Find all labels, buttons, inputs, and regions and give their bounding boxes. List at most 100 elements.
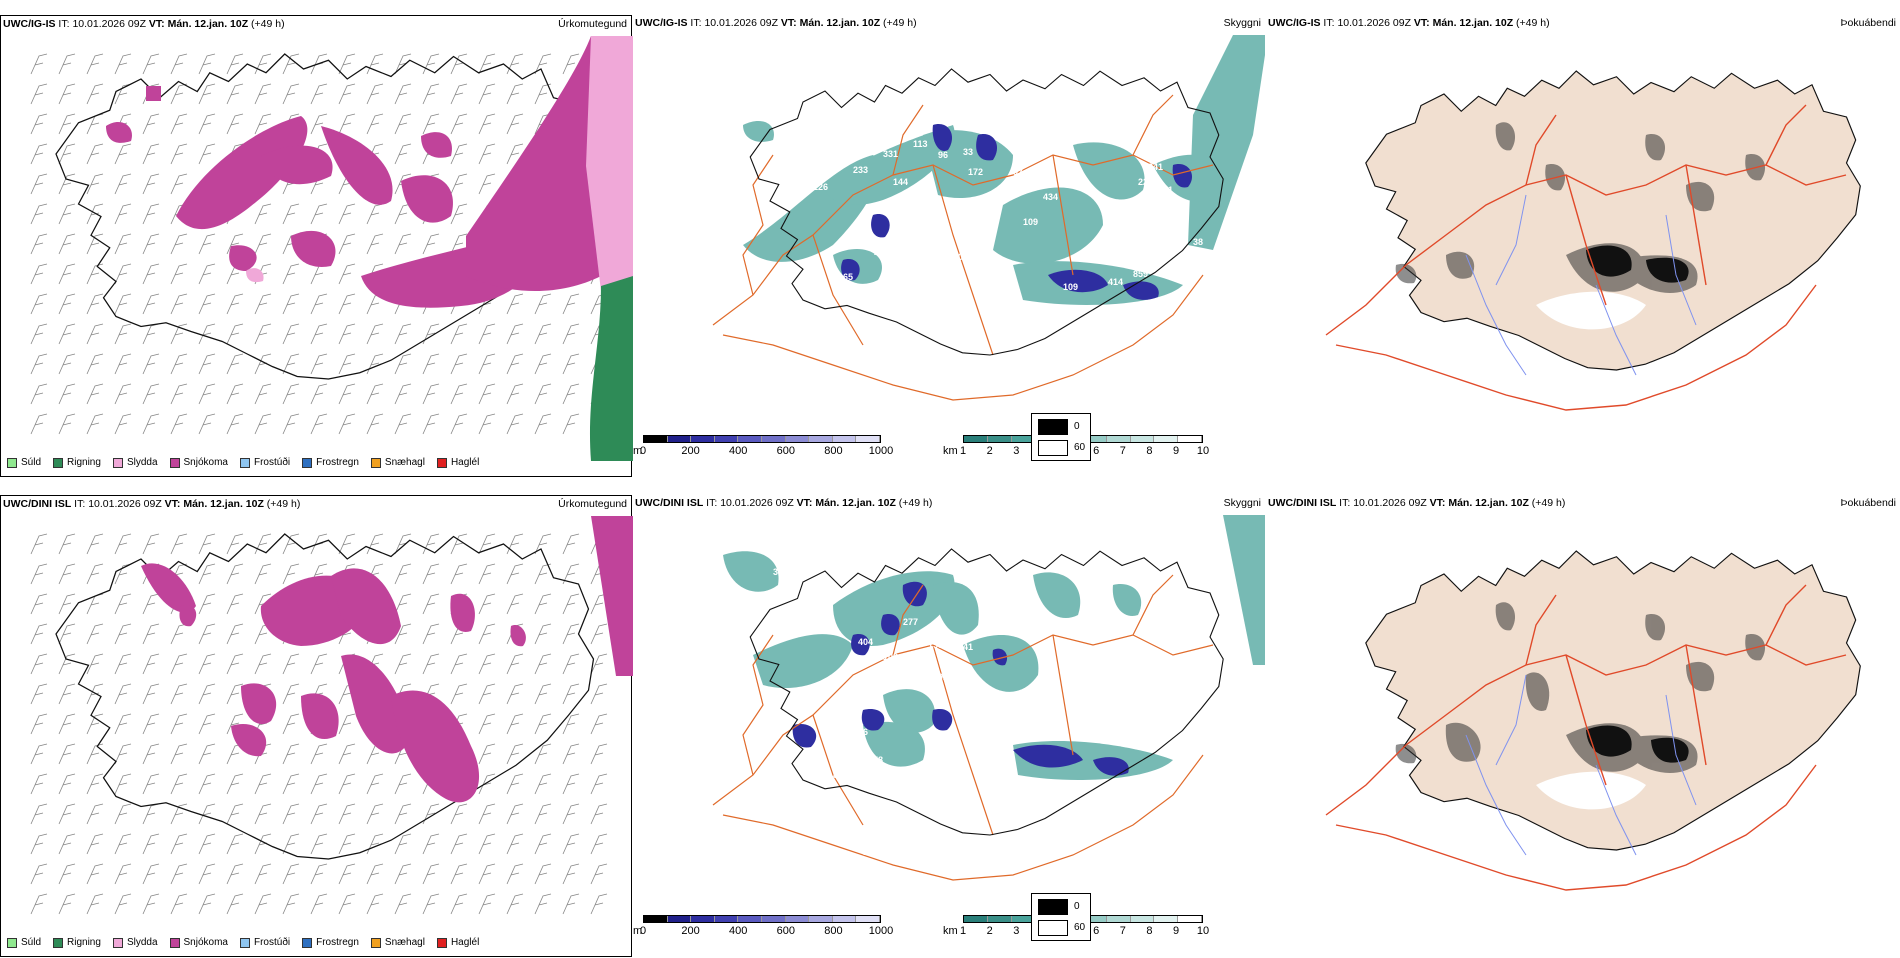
wind-barb	[534, 383, 552, 405]
wind-barb	[478, 83, 496, 105]
cloud-base-label: 292	[933, 672, 948, 682]
cloud-base-label: 434	[1043, 192, 1058, 202]
wind-barb	[142, 863, 160, 885]
wind-barb	[422, 353, 440, 375]
wind-barb	[86, 743, 104, 765]
cloud-base-label: 739	[978, 195, 993, 205]
panel-header: UWC/DINI ISL IT: 10.01.2026 09Z VT: Mán.…	[1268, 497, 1566, 509]
wind-barb	[562, 323, 580, 345]
wind-barb	[226, 623, 244, 645]
wind-barb	[366, 833, 384, 855]
wind-barb	[254, 803, 272, 825]
precip-type-map	[30, 36, 633, 461]
wind-barb	[142, 383, 160, 405]
cloud-base-label: 95	[818, 287, 828, 297]
wind-barb	[338, 863, 356, 885]
wind-barb	[58, 323, 76, 345]
wind-barb	[478, 533, 496, 555]
wind-barb	[30, 383, 48, 405]
wind-barb	[170, 83, 188, 105]
wind-barb	[478, 383, 496, 405]
wind-barb	[254, 863, 272, 885]
cloud-base-label: 96	[978, 282, 988, 292]
visibility-map: 314 404 277 149 153 108 292 75 41 345 556 80 78 93 34 1…	[712, 515, 1265, 881]
cloud-base-label: 63	[803, 807, 813, 817]
wind-barb	[114, 713, 132, 735]
cloud-base-label: 109	[1063, 282, 1078, 292]
wind-barb	[338, 833, 356, 855]
fog-index-map	[1325, 70, 1861, 411]
wind-barb	[478, 863, 496, 885]
wind-barb	[142, 713, 160, 735]
wind-barb	[562, 533, 580, 555]
wind-barb	[562, 803, 580, 825]
legend-item: Súld	[7, 937, 41, 948]
wind-barb	[338, 713, 356, 735]
wind-barb	[506, 713, 524, 735]
wind-barb	[30, 863, 48, 885]
wind-barb	[142, 293, 160, 315]
wind-barb	[254, 83, 272, 105]
wind-barb	[450, 353, 468, 375]
wind-barb	[562, 413, 580, 435]
wind-barb	[394, 803, 412, 825]
wind-barb	[534, 593, 552, 615]
wind-barb	[170, 653, 188, 675]
wind-barb	[534, 893, 552, 915]
wind-barb	[142, 623, 160, 645]
fog-legend: 0 60	[1031, 893, 1091, 941]
panel-title: Skyggni	[1223, 17, 1261, 29]
low-ceiling-areas	[792, 581, 1129, 776]
wind-barb	[478, 413, 496, 435]
wind-barb	[366, 773, 384, 795]
visibility-unit: km	[943, 925, 958, 937]
wind-barb	[310, 203, 328, 225]
wind-barb	[478, 713, 496, 735]
wind-barbs	[30, 533, 608, 915]
wind-barb	[282, 743, 300, 765]
wind-barb	[142, 803, 160, 825]
wind-barb	[226, 563, 244, 585]
cloud-base-label: 86	[928, 197, 938, 207]
wind-barb	[198, 653, 216, 675]
wind-barb	[86, 713, 104, 735]
wind-barb	[282, 683, 300, 705]
cloud-base-label: 414	[1108, 277, 1123, 287]
wind-barb	[58, 293, 76, 315]
cloud-base-label: 65	[843, 272, 853, 282]
wind-barb	[506, 323, 524, 345]
wind-barb	[142, 653, 160, 675]
wind-barb	[422, 893, 440, 915]
wind-barb	[534, 623, 552, 645]
wind-barb	[114, 653, 132, 675]
wind-barb	[338, 293, 356, 315]
wind-barb	[450, 143, 468, 165]
wind-barb	[422, 113, 440, 135]
wind-barb	[366, 863, 384, 885]
wind-barb	[366, 83, 384, 105]
road-network	[1325, 104, 1847, 411]
cloud-base-label: 124	[1118, 802, 1133, 812]
wind-barb	[450, 113, 468, 135]
wind-barb	[478, 353, 496, 375]
wind-barb	[170, 353, 188, 375]
wind-barb	[30, 593, 48, 615]
wind-barb	[114, 53, 132, 75]
wind-barb	[534, 863, 552, 885]
wind-barb	[310, 83, 328, 105]
wind-barb	[30, 833, 48, 855]
wind-barb	[142, 263, 160, 285]
cloud-base-label: 153	[928, 640, 943, 650]
wind-barb	[478, 623, 496, 645]
wind-barb	[170, 773, 188, 795]
panel-header: UWC/DINI ISL IT: 10.01.2026 09Z VT: Mán.…	[3, 498, 301, 510]
wind-barb	[30, 113, 48, 135]
wind-barb	[142, 53, 160, 75]
wind-barb	[450, 233, 468, 255]
wind-barb	[478, 893, 496, 915]
cloud-base-label: 331	[883, 149, 898, 159]
wind-barb	[198, 713, 216, 735]
cloud-base-label: 180	[978, 767, 993, 777]
legend-item: Snjókoma	[169, 937, 228, 948]
wind-barb	[198, 263, 216, 285]
